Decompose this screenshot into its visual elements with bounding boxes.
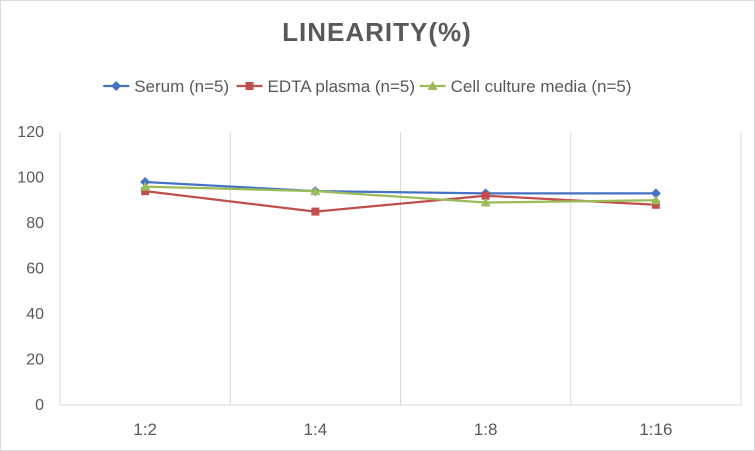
axes: 0 20 40 60 80 100 120 1:2 1:4 1:8 1:16 [17,124,741,439]
y-tick-label: 100 [17,170,44,187]
legend-label: EDTA plasma (n=5) [268,77,416,96]
series-line [145,185,656,204]
y-tick-label: 80 [26,215,44,232]
legend-item: Serum (n=5) [103,77,229,96]
y-tick-label: 20 [26,352,44,369]
legend-label: Cell culture media (n=5) [451,77,632,96]
y-tick-label: 60 [26,261,44,278]
series-group [140,177,661,216]
x-tick-label: 1:2 [133,420,157,439]
data-point-marker [650,195,661,205]
series-1 [141,187,660,216]
data-point-marker [650,188,661,199]
data-point-marker [651,200,660,209]
data-point-marker [310,186,321,196]
y-tick-label: 40 [26,306,44,323]
legend: Serum (n=5) EDTA plasma (n=5) Cell culture… [103,77,632,96]
legend-item: EDTA plasma (n=5) [236,77,416,96]
x-tick-label: 1:16 [639,420,672,439]
x-tick-label: 1:8 [474,420,498,439]
y-tick-label: 0 [35,397,44,414]
data-point-marker [140,181,151,191]
data-point-marker [480,197,491,207]
legend-marker [111,81,122,91]
chart-title: LINEARITY(%) [282,17,472,47]
series-2 [140,181,661,207]
y-tick-label: 120 [17,124,44,141]
x-tick-label: 1:4 [304,420,328,439]
legend-marker [245,82,254,90]
data-point-marker [481,191,490,200]
legend-marker [427,81,438,90]
data-point-marker [141,187,150,196]
data-point-marker [311,207,320,216]
grid [59,132,742,405]
legend-label: Serum (n=5) [134,77,229,96]
legend-item: Cell culture media (n=5) [419,77,632,96]
series-line [144,190,656,213]
series-line [145,180,656,195]
